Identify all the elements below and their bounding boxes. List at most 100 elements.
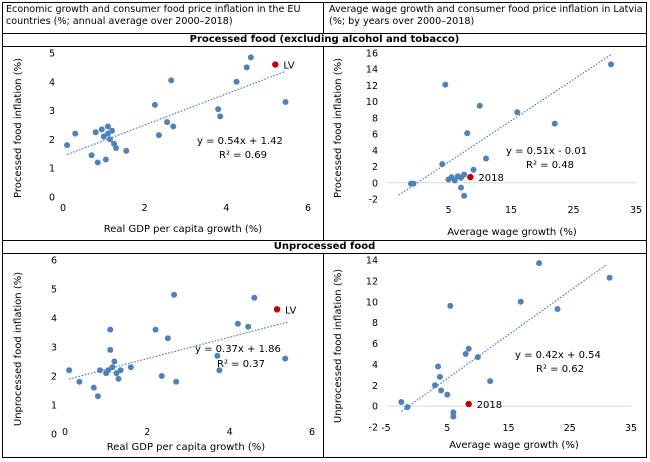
divider-header-col xyxy=(323,2,324,33)
data-point xyxy=(173,378,180,385)
header-right: Average wage growth and consumer food pr… xyxy=(329,4,643,27)
data-point xyxy=(115,375,122,382)
data-point xyxy=(410,180,417,187)
x-tick-label: 35 xyxy=(625,423,637,434)
x-tick-label: 25 xyxy=(564,423,576,434)
y-tick-label: 4 xyxy=(51,314,57,325)
section-title-unprocessed: Unprocessed food xyxy=(273,241,376,252)
trend-r2: R² = 0.62 xyxy=(536,364,584,375)
header-left: Economic growth and consumer food price … xyxy=(6,4,301,27)
divider-col-top xyxy=(323,46,324,240)
y-tick-label: 16 xyxy=(366,49,378,60)
y-tick-label: 14 xyxy=(366,65,378,76)
y-axis-title: Processed food inflation (%) xyxy=(13,58,24,198)
data-point xyxy=(458,184,464,191)
data-point xyxy=(215,106,222,113)
x-tick-label: 6 xyxy=(309,427,315,438)
data-point xyxy=(606,274,613,281)
y-tick-label: 4 xyxy=(49,77,55,88)
data-point xyxy=(109,364,116,371)
highlight-point xyxy=(465,400,472,408)
data-point xyxy=(245,323,252,330)
data-point xyxy=(170,123,177,130)
data-point xyxy=(282,355,289,362)
data-point xyxy=(438,387,445,394)
data-point xyxy=(483,155,489,162)
x-tick-label: 4 xyxy=(227,427,233,438)
x-tick-label: 15 xyxy=(505,205,517,216)
highlight-label: 2018 xyxy=(478,173,503,184)
y-tick-label: 2 xyxy=(49,135,55,146)
y-tick-label: 5 xyxy=(51,285,57,296)
trend-equation: y = 0.37x + 1.86 xyxy=(195,344,281,355)
divider-col-bottom xyxy=(323,253,324,458)
data-point xyxy=(554,306,561,313)
y-tick-label: 1 xyxy=(49,164,55,175)
data-point xyxy=(450,413,457,420)
highlight-point xyxy=(272,61,279,68)
highlight-label: 2018 xyxy=(477,400,502,411)
x-tick-label: 4 xyxy=(223,203,229,214)
y-tick-label: 5 xyxy=(49,49,55,60)
data-point xyxy=(464,130,471,137)
data-point xyxy=(164,335,171,342)
trend-equation: y = 0.42x + 0.54 xyxy=(515,350,601,361)
y-tick-label: 8 xyxy=(372,113,378,124)
trend-line xyxy=(398,54,612,196)
data-point xyxy=(450,409,457,416)
data-point xyxy=(470,166,477,173)
y-tick-label: 14 xyxy=(366,256,378,267)
chart-processed-lv: -2 0 2 4 6 8 10 12 14 16 5 15 25 35 2018 y = 0.51x - 0.… xyxy=(333,49,642,239)
data-point xyxy=(436,373,443,380)
x-tick-label: 0 xyxy=(60,203,66,214)
data-point xyxy=(107,326,114,333)
data-point xyxy=(251,294,258,301)
divider-header xyxy=(2,33,647,34)
chart-unprocessed-eu: 0 1 2 3 4 5 6 0 2 4 6 LV y = 0.37x + 1.86 R² = 0.37 Re… xyxy=(13,256,315,454)
data-point xyxy=(94,159,101,166)
data-point xyxy=(106,136,113,143)
y-tick-label: 8 xyxy=(372,318,378,329)
data-point xyxy=(164,119,171,126)
y-tick-label: 10 xyxy=(366,297,378,308)
figure-frame xyxy=(2,2,647,458)
data-point xyxy=(155,132,162,139)
trend-line xyxy=(68,321,288,380)
x-tick-label: 5 xyxy=(444,423,450,434)
x-tick-label: -5 xyxy=(381,423,390,434)
y-tick-label: 0 xyxy=(51,430,57,441)
data-point xyxy=(514,109,521,116)
x-axis-title: Real GDP per capita growth (%) xyxy=(104,224,263,235)
data-point xyxy=(451,177,458,184)
data-point xyxy=(216,367,223,374)
trend-r2: R² = 0.37 xyxy=(217,359,265,370)
y-tick-label: 6 xyxy=(372,130,378,141)
highlight-point xyxy=(467,173,474,181)
y-tick-label: 10 xyxy=(366,97,378,108)
data-point xyxy=(536,260,543,267)
chart-unprocessed-lv: -2 0 2 4 6 8 10 12 14 -5 5 15 25 35 2018 y = 0.42x + 0.… xyxy=(333,256,637,452)
data-point xyxy=(234,320,241,327)
y-axis-title: Unprocessed food inflation (%) xyxy=(333,269,344,423)
data-point xyxy=(107,346,114,353)
data-point xyxy=(127,364,134,371)
data-point xyxy=(113,145,120,152)
chart-processed-eu: 0 1 2 3 4 5 0 2 4 6 LV y = 0.54x + 1.42 R² = 0.69 Rea… xyxy=(13,49,311,236)
x-tick-label: 35 xyxy=(630,205,642,216)
data-point xyxy=(435,363,442,370)
data-point xyxy=(92,129,99,136)
data-point xyxy=(109,127,115,134)
highlight-label: LV xyxy=(283,61,294,72)
x-tick-label: 2 xyxy=(144,427,150,438)
data-point xyxy=(465,345,472,352)
data-point xyxy=(404,404,411,411)
data-point xyxy=(517,298,524,305)
y-axis-title: Processed food inflation (%) xyxy=(333,58,344,198)
x-tick-label: 15 xyxy=(502,423,514,434)
data-point xyxy=(151,101,158,108)
highlight-point xyxy=(273,306,281,313)
data-point xyxy=(461,171,468,178)
data-point xyxy=(152,326,159,333)
data-point xyxy=(447,302,454,309)
data-point xyxy=(98,126,105,133)
